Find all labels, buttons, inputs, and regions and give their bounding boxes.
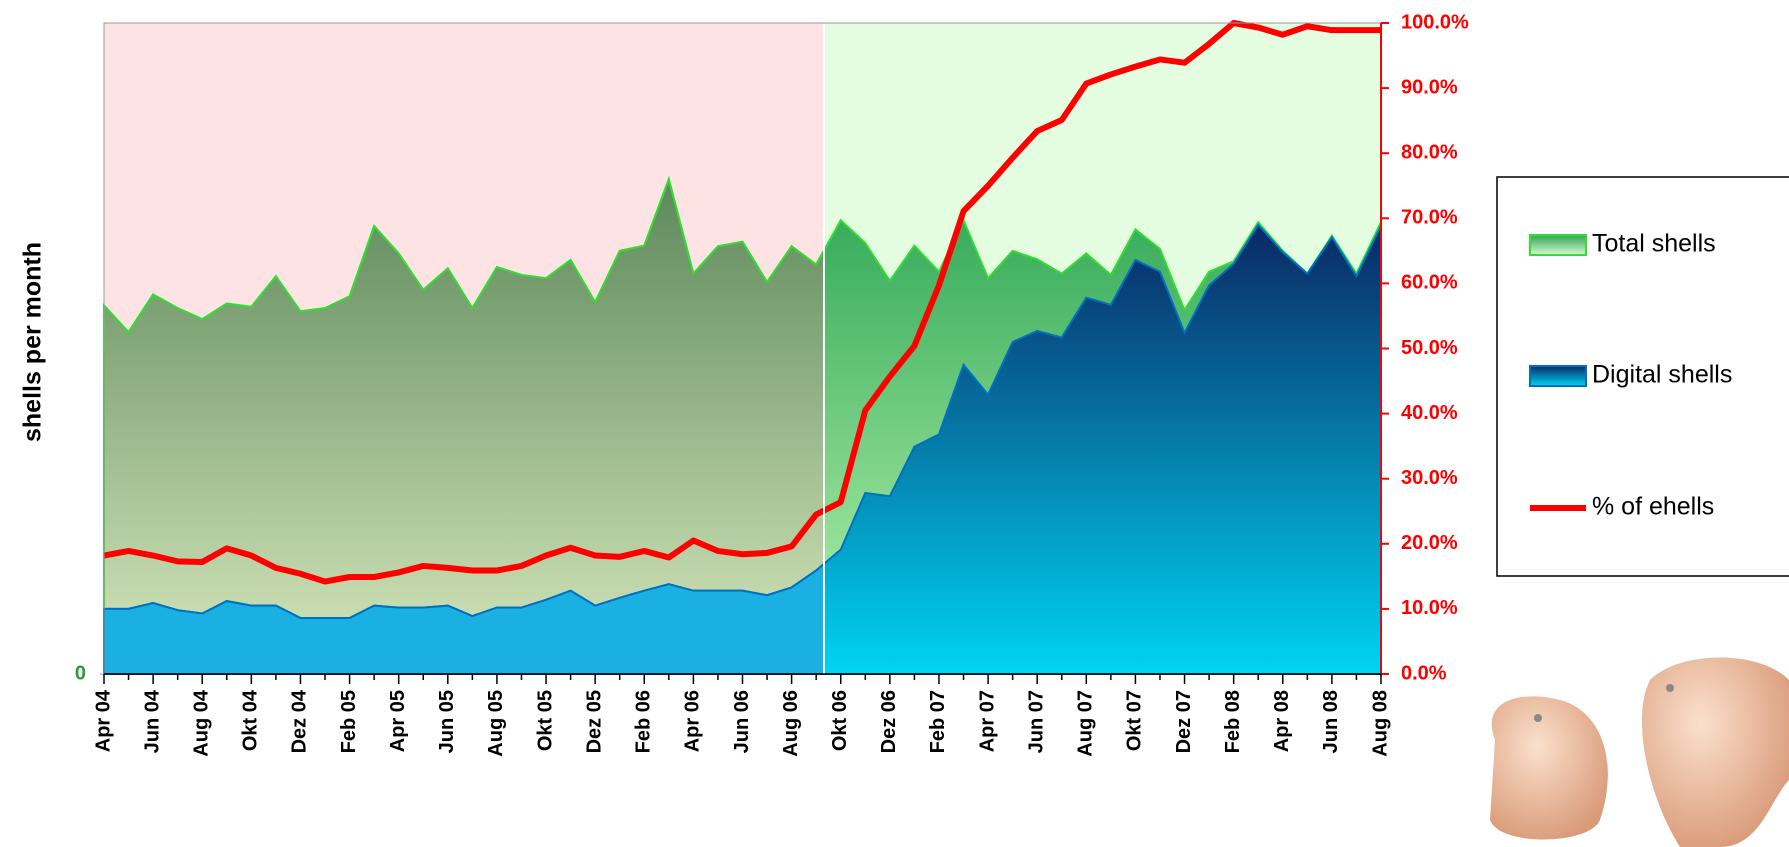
hearing-aid [1490,696,1608,840]
y2-tick-label: 0.0% [1401,662,1447,684]
y2-tick-label: 20.0% [1401,532,1458,554]
y2-tick-label: 100.0% [1401,11,1469,33]
x-tick-label: Jun 06 [731,690,753,753]
x-tick-label: Feb 08 [1222,690,1244,753]
x-tick-label: Apr 08 [1271,690,1293,752]
x-tick-label: Dez 05 [583,690,605,753]
x-tick-label: Apr 04 [92,689,114,752]
x-tick-label: Aug 04 [191,689,213,757]
legend-label: % of ehells [1592,493,1714,521]
y-tick-label: 0 [75,662,86,684]
legend-swatch [1529,365,1587,387]
x-tick-label: Aug 08 [1369,690,1391,757]
x-tick-label: Dez 06 [878,690,900,753]
y2-tick-label: 50.0% [1401,337,1458,359]
x-tick-label: Okt 05 [534,690,556,751]
x-tick-label: Jun 05 [436,690,458,753]
x-tick-label: Apr 05 [387,690,409,752]
x-tick-label: Feb 07 [927,690,949,753]
area-shade [104,562,824,675]
x-tick-label: Jun 04 [141,689,163,753]
y2-tick-label: 40.0% [1401,402,1458,424]
y2-tick-label: 60.0% [1401,272,1458,294]
y2-tick-label: 10.0% [1401,597,1458,619]
x-tick-label: Aug 07 [1075,690,1097,757]
x-tick-label: Apr 07 [976,690,998,752]
vent [1666,684,1674,692]
y2-tick-label: 80.0% [1401,141,1458,163]
x-tick-label: Dez 07 [1173,690,1195,753]
y2-tick-label: 30.0% [1401,467,1458,489]
x-tick-label: Feb 05 [338,690,360,753]
plot-area [103,20,1382,675]
x-tick-label: Aug 05 [485,690,507,757]
legend-label: Total shells [1592,230,1716,258]
x-tick-label: Okt 07 [1124,690,1146,751]
legend-label: Digital shells [1592,361,1732,389]
x-tick-label: Jun 08 [1320,690,1342,753]
legend-swatch [1529,234,1587,256]
x-tick-label: Okt 06 [829,690,851,751]
x-tick-label: Aug 06 [780,690,802,757]
hearing-aid [1641,657,1789,847]
y2-tick-label: 90.0% [1401,76,1458,98]
x-tick-label: Apr 06 [682,690,704,752]
hearing-aid-illustration [1490,657,1789,847]
y2-tick-label: 70.0% [1401,207,1458,229]
x-tick-label: Feb 06 [633,690,655,753]
y-axis-title: shells per month [19,242,47,442]
x-tick-label: Dez 04 [289,689,311,753]
line-series [103,20,1381,585]
x-tick-label: Jun 07 [1025,690,1047,753]
x-tick-label: Okt 04 [240,689,262,751]
vent [1534,714,1542,722]
